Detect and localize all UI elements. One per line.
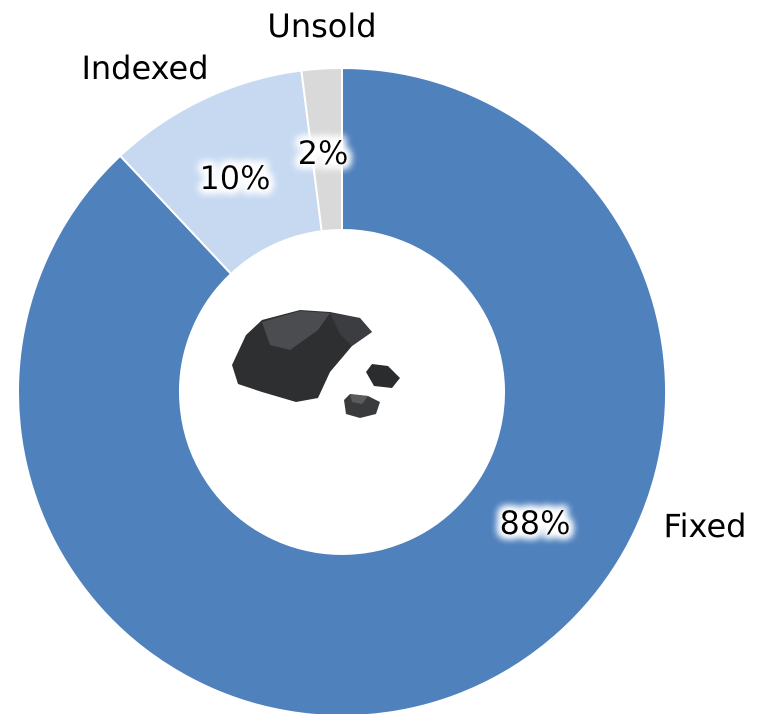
donut — [17, 66, 667, 714]
center-image — [232, 310, 400, 418]
category-label: Unsold — [267, 7, 376, 45]
slice — [17, 66, 667, 714]
category-label: Indexed — [81, 49, 208, 87]
labels: Fixed 88% Indexed 10% Unsold 2% — [81, 7, 746, 545]
value-label: 88% — [499, 504, 570, 542]
value-label: 10% — [199, 159, 270, 197]
value-label: 2% — [298, 134, 349, 172]
category-label: Fixed — [664, 507, 747, 545]
slice — [300, 66, 343, 233]
